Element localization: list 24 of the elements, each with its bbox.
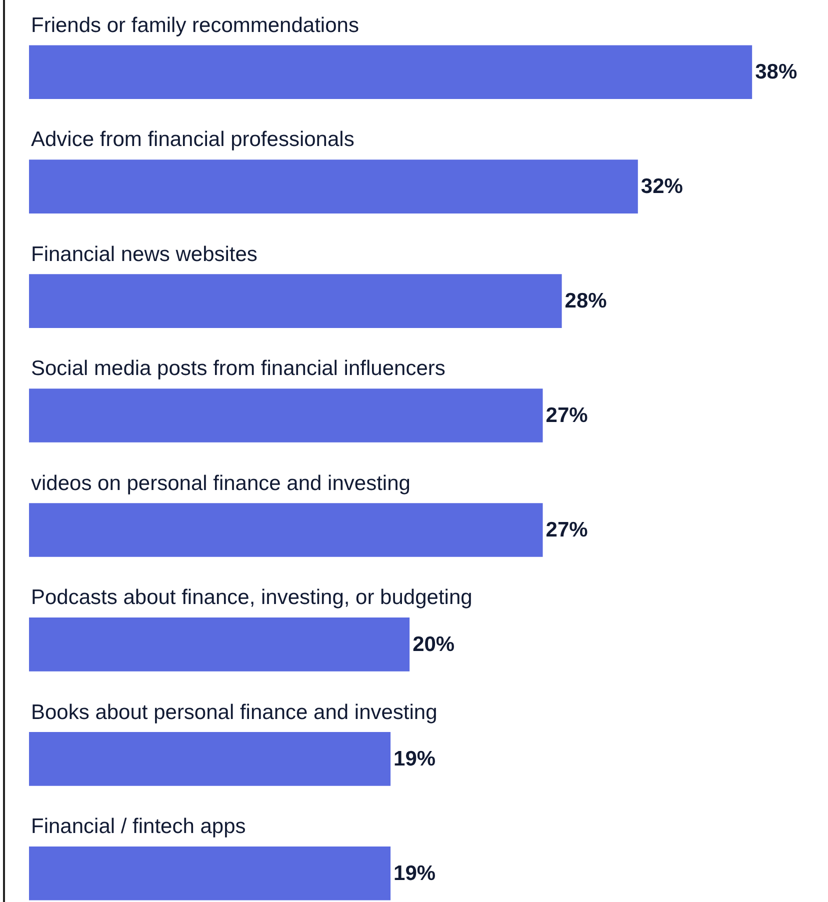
y-tick-label: Financial / fintech apps <box>31 815 246 838</box>
y-tick-label: Podcasts about finance, investing, or budgeting <box>31 586 472 609</box>
data-label: 19% <box>394 747 436 770</box>
data-label: 38% <box>755 60 798 84</box>
bar <box>29 846 391 900</box>
bar <box>29 388 543 442</box>
data-label: 28% <box>564 290 608 313</box>
bar <box>29 160 638 214</box>
y-tick-label: Social media posts from financial influencers <box>31 357 446 380</box>
data-label: 32% <box>640 175 684 198</box>
bar <box>29 732 391 786</box>
bar <box>29 45 752 100</box>
data-label: 20% <box>412 632 455 656</box>
data-label: 19% <box>394 862 436 885</box>
data-label: 27% <box>546 518 588 542</box>
y-tick-label: Financial news websites <box>31 243 258 266</box>
y-tick-label: videos on personal finance and investing <box>31 472 410 495</box>
bar <box>29 503 543 557</box>
y-tick-label: Advice from financial professionals <box>31 128 354 151</box>
y-tick-label: Friends or family recommendations <box>31 14 359 37</box>
data-label: 27% <box>546 404 588 428</box>
bar <box>29 618 410 672</box>
bar <box>29 274 562 328</box>
y-tick-label: Books about personal finance and investing <box>31 701 438 724</box>
